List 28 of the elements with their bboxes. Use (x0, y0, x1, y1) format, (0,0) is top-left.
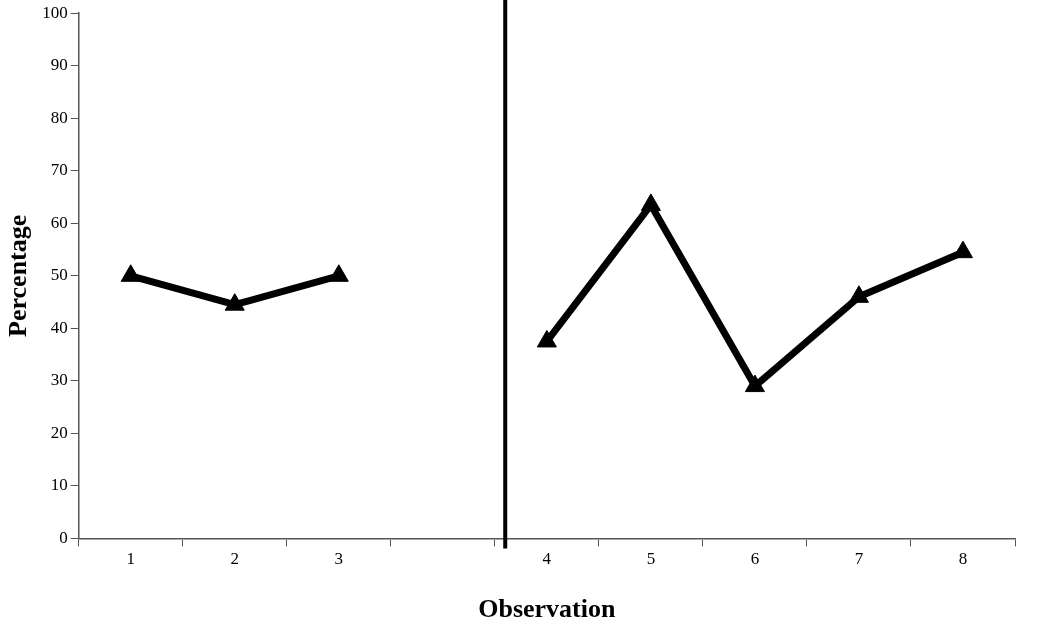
x-tick-label: 6 (750, 549, 760, 569)
y-tick-label: 80 (50, 107, 68, 127)
y-tick-label: 100 (42, 2, 68, 22)
point (536, 329, 557, 348)
y-axis-title: Percentage (3, 214, 33, 337)
y-tick-label: 60 (50, 212, 68, 232)
y-tick-label: 0 (59, 527, 68, 547)
x-tick-label: 8 (958, 549, 968, 569)
y-tick-label: 20 (50, 422, 68, 442)
y-tick-label: 10 (50, 475, 68, 495)
point (120, 264, 141, 282)
x-tick-label: 3 (334, 549, 344, 569)
x-tick-label: 2 (230, 549, 239, 569)
y-tick-label: 40 (50, 317, 68, 337)
y-tick-label: 30 (50, 370, 68, 390)
point (224, 293, 245, 311)
y-tick-label: 70 (50, 160, 68, 180)
y-tick-label: 50 (50, 265, 68, 285)
point (328, 264, 349, 282)
x-tick-label: 5 (646, 549, 656, 569)
point (848, 285, 869, 303)
x-tick-label: 4 (542, 549, 552, 569)
y-tick-label: 90 (50, 55, 68, 75)
x-tick-label: 7 (854, 549, 864, 569)
point (640, 193, 661, 211)
x-tick-label: 1 (126, 549, 135, 569)
point (744, 374, 765, 393)
x-axis-title: Observation (478, 594, 616, 624)
